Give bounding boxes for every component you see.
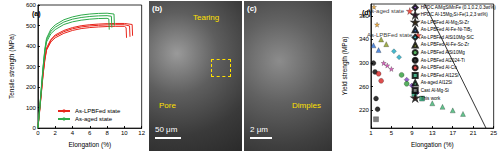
html-text:2 μm: 2 μm — [250, 125, 268, 134]
svg-text:As-LPBFed AlSi10Mg: As-LPBFed AlSi10Mg — [421, 50, 466, 55]
svg-text:200: 200 — [26, 84, 37, 90]
svg-text:5: 5 — [390, 130, 394, 136]
svg-text:As-LPBFed state: As-LPBFed state — [75, 108, 121, 114]
svg-text:400: 400 — [26, 43, 37, 49]
svg-text:Elongation (%): Elongation (%) — [411, 141, 454, 149]
svg-text:This work: This work — [421, 96, 441, 101]
svg-text:25: 25 — [490, 130, 497, 136]
svg-text:Tensile strength (MPa): Tensile strength (MPa) — [8, 34, 16, 99]
svg-text:8: 8 — [105, 130, 109, 136]
svg-text:300: 300 — [26, 64, 37, 70]
html-text:Dimples: Dimples — [292, 101, 321, 110]
svg-text:1: 1 — [369, 130, 373, 136]
svg-text:0: 0 — [36, 130, 40, 136]
svg-text:HPDC AlMgSiMnFe (0.1,0.2,0.3wt: HPDC AlMgSiMnFe (0.1,0.2,0.3wt%) — [421, 5, 497, 10]
svg-text:HPDC Al-15Mg₂Si-Fe(1,2,3 wt%): HPDC Al-15Mg₂Si-Fe(1,2,3 wt%) — [421, 12, 489, 17]
svg-text:As-LPBFed Al12Si: As-LPBFed Al12Si — [421, 73, 459, 78]
svg-text:2: 2 — [54, 130, 58, 136]
svg-text:As-LPBFed Al2024-Ti: As-LPBFed Al2024-Ti — [421, 58, 465, 63]
svg-text:4: 4 — [71, 130, 75, 136]
svg-text:220: 220 — [359, 107, 370, 113]
svg-text:As-LPBFed Al-Fe-Sc-Zr: As-LPBFed Al-Fe-Sc-Zr — [421, 42, 470, 47]
svg-text:260: 260 — [359, 84, 370, 90]
svg-text:9: 9 — [410, 130, 414, 136]
svg-text:12: 12 — [138, 130, 145, 136]
svg-text:(a): (a) — [32, 10, 41, 18]
svg-text:Elongation (%): Elongation (%) — [68, 141, 111, 149]
svg-text:340: 340 — [358, 36, 369, 43]
svg-text:21: 21 — [470, 130, 477, 136]
svg-text:6: 6 — [88, 130, 92, 136]
svg-text:As-LPBFed state: As-LPBFed state — [367, 32, 413, 38]
svg-text:As-LPBFed Al-Mg₂Si-Zr: As-LPBFed Al-Mg₂Si-Zr — [421, 20, 470, 25]
html-text:(b): (b) — [152, 4, 163, 13]
svg-text:100: 100 — [26, 105, 37, 111]
svg-text:As-aged state: As-aged state — [75, 116, 113, 122]
svg-text:10: 10 — [121, 130, 128, 136]
svg-text:0: 0 — [32, 125, 36, 132]
svg-text:(d): (d) — [362, 9, 371, 17]
html-text:(c): (c) — [247, 4, 257, 13]
svg-text:Cast Al-Mg-Si: Cast Al-Mg-Si — [421, 88, 449, 93]
html-text:Tearing: Tearing — [193, 13, 220, 22]
svg-text:13: 13 — [429, 130, 436, 136]
svg-text:Yield strength (MPa): Yield strength (MPa) — [341, 37, 349, 96]
svg-text:600: 600 — [26, 2, 37, 8]
svg-text:500: 500 — [26, 23, 37, 29]
svg-text:As-aged state: As-aged state — [367, 8, 405, 14]
html-text:50 μm: 50 μm — [155, 125, 178, 134]
svg-text:As-LPBFed Al-Cu: As-LPBFed Al-Cu — [421, 65, 457, 70]
svg-text:300: 300 — [359, 60, 370, 66]
svg-text:As-LPBFed Al-Fe-Ni-TiB₂: As-LPBFed Al-Fe-Ni-TiB₂ — [421, 27, 473, 32]
html-text:Pore: Pore — [159, 101, 176, 110]
svg-text:As-LPBFed AlSi10Mg-SiC: As-LPBFed AlSi10Mg-SiC — [421, 35, 475, 40]
svg-text:As-aged Al12Si: As-aged Al12Si — [421, 80, 452, 85]
svg-text:17: 17 — [449, 130, 456, 136]
